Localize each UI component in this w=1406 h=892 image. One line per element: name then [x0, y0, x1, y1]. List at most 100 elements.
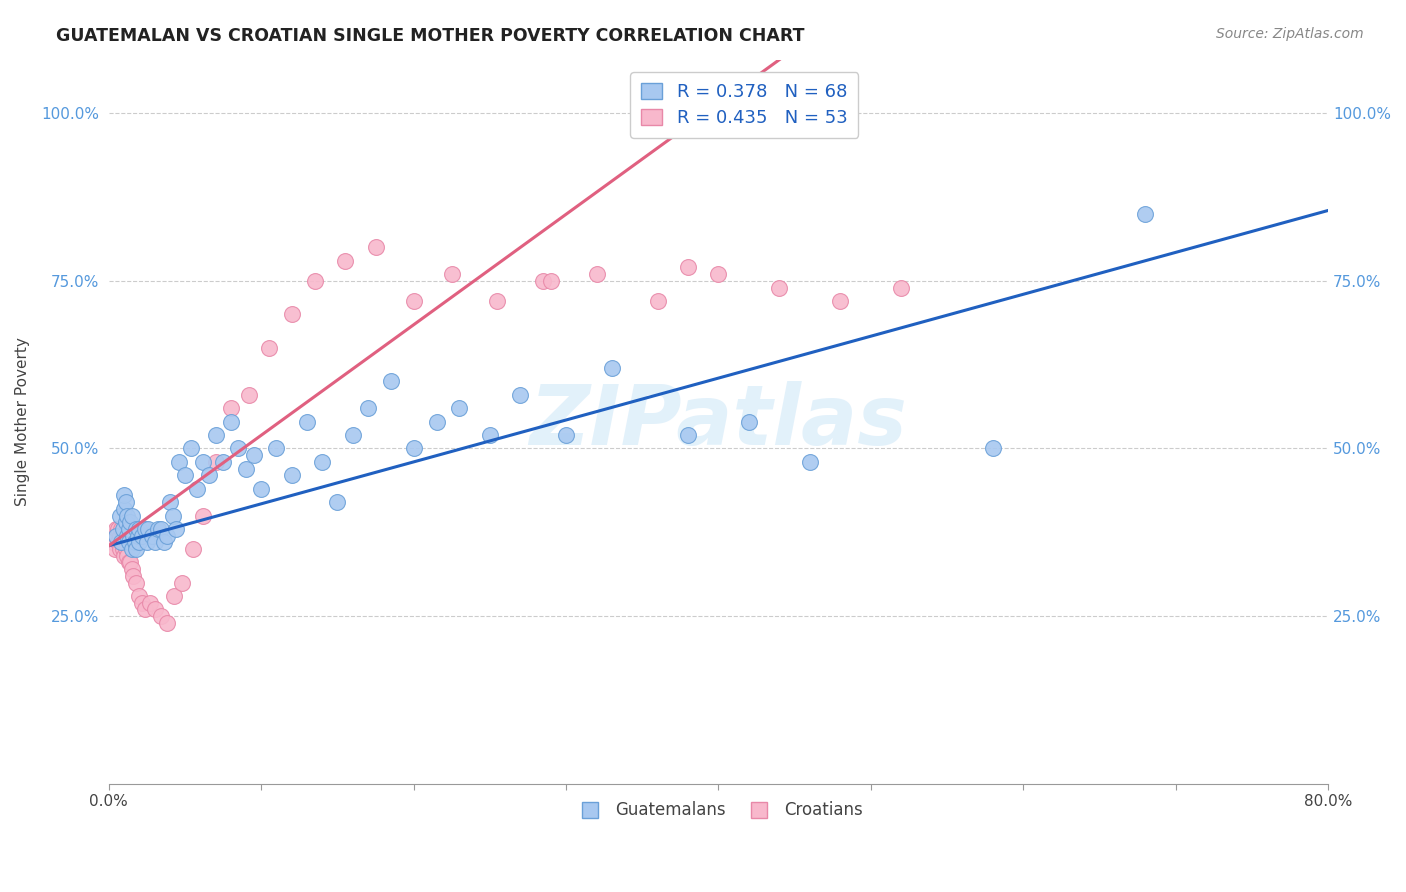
Point	[125, 522, 148, 536]
Point	[204, 428, 226, 442]
Point	[125, 542, 148, 557]
Point	[342, 428, 364, 442]
Point	[111, 529, 134, 543]
Point	[111, 522, 134, 536]
Point	[107, 522, 129, 536]
Point	[380, 375, 402, 389]
Point	[585, 267, 607, 281]
Text: GUATEMALAN VS CROATIAN SINGLE MOTHER POVERTY CORRELATION CHART: GUATEMALAN VS CROATIAN SINGLE MOTHER POV…	[56, 27, 804, 45]
Point	[981, 442, 1004, 456]
Point	[170, 575, 193, 590]
Point	[107, 535, 129, 549]
Point	[364, 240, 387, 254]
Point	[311, 455, 333, 469]
Point	[114, 515, 136, 529]
Point	[128, 535, 150, 549]
Point	[235, 461, 257, 475]
Point	[117, 556, 139, 570]
Point	[219, 401, 242, 416]
Y-axis label: Single Mother Poverty: Single Mother Poverty	[15, 337, 30, 506]
Point	[124, 535, 146, 549]
Point	[105, 529, 128, 543]
Point	[121, 542, 143, 557]
Point	[122, 529, 145, 543]
Point	[440, 267, 463, 281]
Point	[555, 428, 578, 442]
Point	[112, 535, 135, 549]
Point	[115, 508, 138, 523]
Point	[212, 455, 235, 469]
Point	[280, 307, 302, 321]
Text: Source: ZipAtlas.com: Source: ZipAtlas.com	[1216, 27, 1364, 41]
Point	[295, 415, 318, 429]
Point	[478, 428, 501, 442]
Point	[143, 535, 166, 549]
Point	[115, 549, 138, 563]
Point	[890, 280, 912, 294]
Point	[117, 535, 139, 549]
Point	[219, 415, 242, 429]
Point	[186, 482, 208, 496]
Point	[509, 388, 531, 402]
Point	[531, 274, 554, 288]
Point	[676, 428, 699, 442]
Point	[738, 415, 761, 429]
Point	[149, 609, 172, 624]
Point	[228, 442, 250, 456]
Point	[131, 596, 153, 610]
Point	[830, 293, 852, 308]
Point	[112, 488, 135, 502]
Point	[180, 442, 202, 456]
Point	[647, 293, 669, 308]
Point	[105, 529, 128, 543]
Point	[167, 455, 190, 469]
Point	[449, 401, 471, 416]
Point	[707, 267, 730, 281]
Point	[103, 535, 125, 549]
Point	[326, 495, 349, 509]
Point	[104, 542, 127, 557]
Point	[141, 529, 163, 543]
Point	[540, 274, 562, 288]
Point	[238, 388, 260, 402]
Point	[110, 522, 132, 536]
Point	[156, 529, 179, 543]
Point	[676, 260, 699, 275]
Point	[204, 455, 226, 469]
Point	[136, 535, 159, 549]
Point	[193, 455, 215, 469]
Point	[108, 529, 131, 543]
Point	[402, 442, 425, 456]
Point	[117, 522, 139, 536]
Legend: Guatemalans, Croatians: Guatemalans, Croatians	[567, 795, 870, 826]
Point	[122, 569, 145, 583]
Point	[242, 448, 264, 462]
Point	[143, 602, 166, 616]
Point	[165, 522, 187, 536]
Point	[486, 293, 509, 308]
Point	[149, 522, 172, 536]
Point	[108, 542, 131, 557]
Point	[112, 549, 135, 563]
Point	[128, 522, 150, 536]
Point	[114, 542, 136, 557]
Point	[120, 515, 142, 529]
Point	[110, 535, 132, 549]
Point	[1135, 207, 1157, 221]
Point	[112, 501, 135, 516]
Point	[138, 522, 160, 536]
Point	[134, 602, 156, 616]
Point	[111, 542, 134, 557]
Point	[105, 522, 128, 536]
Point	[266, 442, 288, 456]
Point	[101, 529, 124, 543]
Point	[139, 596, 162, 610]
Point	[131, 529, 153, 543]
Point	[114, 495, 136, 509]
Point	[768, 280, 790, 294]
Point	[304, 274, 326, 288]
Point	[121, 562, 143, 576]
Point	[110, 535, 132, 549]
Point	[115, 529, 138, 543]
Point	[799, 455, 821, 469]
